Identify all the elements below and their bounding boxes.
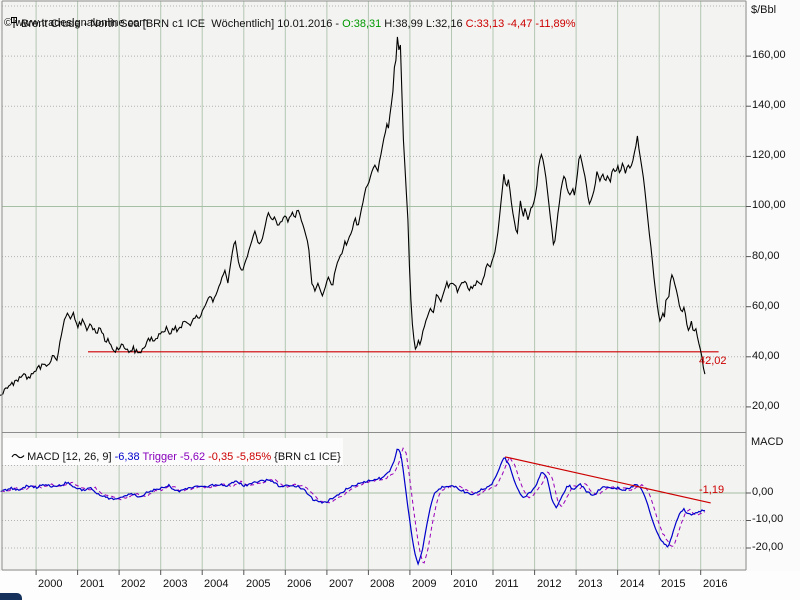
indicator-header[interactable]: MACD [12, 26, 9] -6,38 Trigger -5,62 -0,…	[3, 438, 343, 465]
macd-axis-tick-label: 0,00	[752, 486, 774, 498]
x-axis-year-label: 2015	[661, 578, 686, 590]
trendline-value-label[interactable]: -1,19	[699, 484, 725, 496]
x-axis-year-label: 2007	[329, 578, 354, 590]
x-axis-year-label: 2006	[287, 578, 312, 590]
x-axis-year-label: 2008	[370, 578, 395, 590]
indicator-trigger-value: Trigger -5,62	[139, 451, 209, 463]
x-axis-year-label: 2001	[80, 578, 105, 590]
x-axis-year-label: 2010	[453, 578, 478, 590]
x-axis-year-label: 2012	[537, 578, 562, 590]
indicator-change: -0,35 -5,85%	[208, 451, 272, 463]
support-line-value-label[interactable]: 42,02	[699, 355, 727, 367]
price-axis-unit: $/Bbl	[751, 4, 777, 16]
indicator-wave-icon	[11, 452, 25, 465]
copyright-note: © www.tradesignalonline.com	[4, 17, 149, 29]
indicator-value: -6,38	[114, 451, 140, 463]
price-axis-tick-label: 40,00	[752, 350, 780, 362]
price-axis-tick-label: 20,00	[752, 400, 780, 412]
instrument-icon	[10, 16, 19, 32]
x-axis-year-label: 2005	[246, 578, 271, 590]
x-axis-year-label: 2016	[703, 578, 728, 590]
price-axis-tick-label: 140,00	[752, 99, 786, 111]
quote-high-low: H:38,99 L:32,16	[381, 18, 466, 30]
instrument-header: Brent Crude - North Sea [BRN c1 ICE Wöch…	[4, 3, 576, 32]
price-axis-tick-label: 60,00	[752, 300, 780, 312]
indicator-name: MACD [12, 26, 9]	[27, 451, 115, 463]
macd-axis-unit: MACD	[751, 436, 784, 448]
indicator-symbol: {BRN c1 ICE}	[271, 451, 341, 463]
x-axis-year-label: 2014	[620, 578, 645, 590]
quote-open: O:38,31	[342, 18, 382, 30]
x-axis-year-label: 2002	[121, 578, 146, 590]
macd-axis-tick-label: -20,00	[752, 541, 784, 553]
x-axis-year-label: 2011	[495, 578, 519, 590]
x-axis-year-label: 2013	[578, 578, 603, 590]
quote-close-change: C:33,13 -4,47 -11,89%	[465, 18, 576, 30]
x-axis-year-label: 2004	[204, 578, 229, 590]
logo-fragment	[0, 593, 22, 600]
price-axis-tick-label: 160,00	[752, 49, 786, 61]
price-axis-tick-label: 120,00	[752, 149, 786, 161]
macd-axis-tick-label: -10,00	[752, 513, 784, 525]
price-axis-tick-label: 80,00	[752, 250, 780, 262]
x-axis-year-label: 2003	[163, 578, 188, 590]
price-axis-tick-label: 100,00	[752, 199, 786, 211]
instrument-title: Brent Crude - North Sea [BRN c1 ICE Wöch…	[21, 18, 343, 30]
x-axis-year-label: 2000	[38, 578, 63, 590]
x-axis-year-label: 2009	[412, 578, 437, 590]
